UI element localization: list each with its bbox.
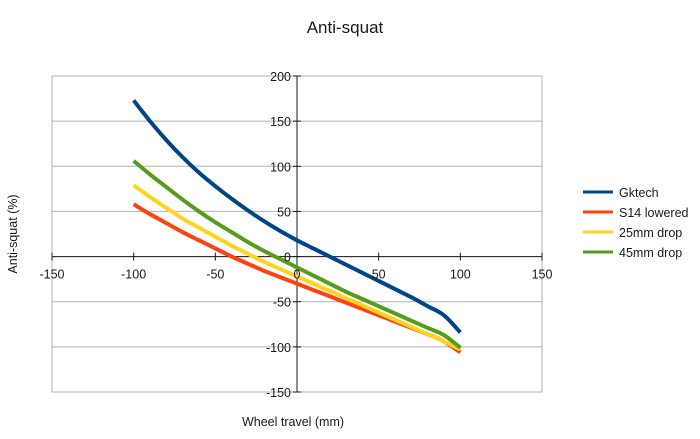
x-axis-title: Wheel travel (mm) <box>242 415 344 429</box>
y-tick-label: -50 <box>273 296 291 310</box>
series-line-25mm-drop <box>132 183 462 352</box>
series-line-45mm-drop <box>132 159 462 350</box>
tick-labels: -150 -100 -50 0 50 100 150-150-100-50050100150… <box>39 70 552 400</box>
legend: Gktech S14 lowered 25mm drop 45mm drop <box>583 186 689 260</box>
x-tick-label: 50 <box>372 268 386 282</box>
x-tick-label: 0 <box>294 268 301 282</box>
series-line-gktech <box>132 99 462 334</box>
axes <box>51 75 543 393</box>
legend-label-25mm-drop: 25mm drop <box>619 226 682 240</box>
x-tick-label: 100 <box>450 268 471 282</box>
y-tick-label: -100 <box>266 341 291 355</box>
x-tick-label: -150 <box>39 268 64 282</box>
y-axis-title: Anti-squat (%) <box>6 194 20 273</box>
series-lines <box>132 99 462 354</box>
y-tick-label: 200 <box>270 70 291 84</box>
y-tick-label: 0 <box>284 251 291 265</box>
y-tick-label: -150 <box>266 386 291 400</box>
y-tick-label: 150 <box>270 115 291 129</box>
legend-label-gktech: Gktech <box>619 186 659 200</box>
x-tick-label: -50 <box>206 268 224 282</box>
x-tick-label: -100 <box>121 268 146 282</box>
y-tick-label: 50 <box>277 205 291 219</box>
chart-title: Anti-squat <box>307 18 384 37</box>
legend-label-s14-lowered: S14 lowered <box>619 206 689 220</box>
legend-label-45mm-drop: 45mm drop <box>619 246 682 260</box>
y-tick-label: 100 <box>270 160 291 174</box>
x-tick-label: 150 <box>532 268 553 282</box>
